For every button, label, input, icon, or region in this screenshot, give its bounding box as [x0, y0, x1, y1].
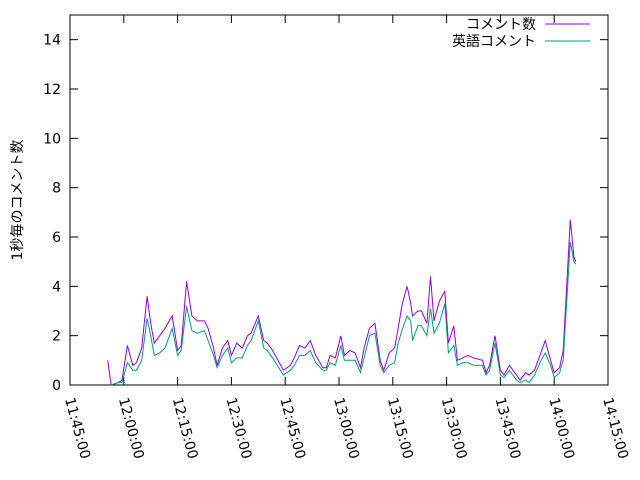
y-tick-label: 4 [52, 279, 61, 295]
x-tick-label: 13:30:00 [438, 396, 470, 461]
x-tick-label: 12:45:00 [276, 396, 308, 461]
y-axis-label: 1秒毎のコメント数 [10, 140, 26, 261]
x-tick-label: 13:15:00 [384, 396, 416, 461]
y-tick-label: 6 [52, 230, 61, 246]
y-tick-label: 2 [52, 329, 61, 345]
y-tick-label: 12 [43, 82, 61, 98]
series-line [111, 241, 577, 386]
y-tick-label: 10 [43, 131, 61, 147]
y-tick-label: 0 [52, 378, 61, 394]
x-tick-label: 13:45:00 [492, 396, 524, 461]
x-tick-label: 12:30:00 [223, 396, 255, 461]
x-tick-label: 14:15:00 [599, 396, 631, 461]
x-tick-label: 12:15:00 [169, 396, 201, 461]
x-tick-label: 12:00:00 [115, 396, 147, 461]
legend-label: コメント数 [466, 17, 536, 33]
y-tick-label: 8 [52, 181, 61, 197]
x-tick-label: 13:00:00 [330, 396, 362, 461]
series-line [107, 219, 577, 386]
y-tick-label: 14 [43, 33, 61, 49]
x-tick-label: 14:00:00 [545, 396, 577, 461]
legend-label: 英語コメント [452, 33, 536, 50]
x-tick-label: 11:45:00 [61, 396, 93, 461]
plot-border [69, 14, 609, 386]
